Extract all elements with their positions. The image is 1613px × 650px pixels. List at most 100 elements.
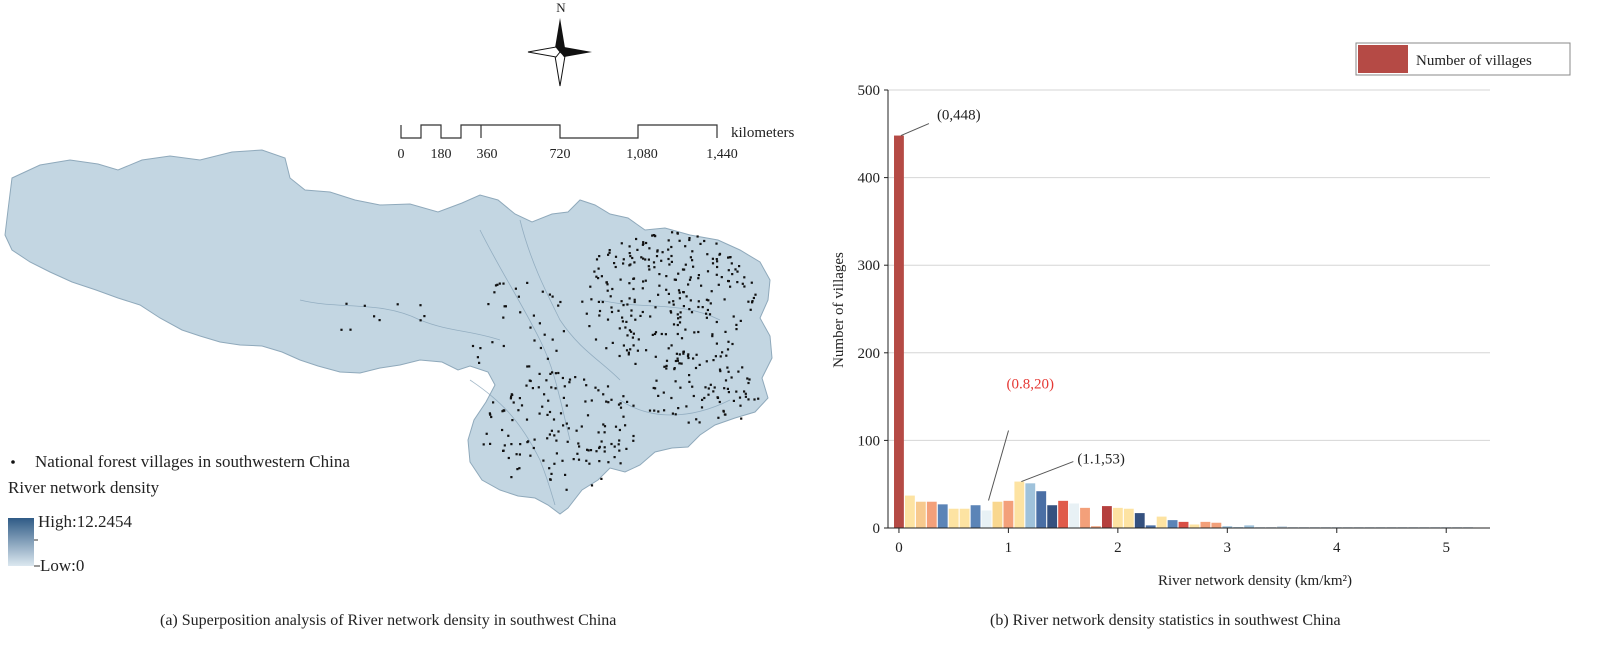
legend-villages-label: National forest villages in southwestern… [35, 452, 350, 471]
village-dot [622, 344, 625, 347]
village-dot [619, 402, 622, 405]
village-dot [577, 458, 581, 461]
village-dot [614, 255, 618, 258]
village-dot [624, 326, 627, 329]
village-dot [490, 415, 493, 419]
village-dot [613, 262, 616, 265]
village-dot [482, 443, 485, 446]
map-caption: (a) Superposition analysis of River netw… [160, 612, 617, 629]
village-dot [750, 281, 753, 284]
village-dot [488, 412, 491, 415]
village-dot [607, 461, 610, 464]
village-dot [511, 419, 514, 422]
x-axis-label: River network density (km/km²) [1158, 573, 1352, 589]
village-dot [628, 329, 631, 332]
village-dot [547, 399, 550, 402]
village-dot [689, 299, 692, 302]
village-dot [697, 330, 700, 334]
village-dot [685, 405, 688, 408]
village-dot [674, 359, 677, 363]
village-dot [677, 317, 680, 320]
village-dot [525, 384, 528, 387]
village-dot [752, 296, 755, 300]
village-dot [629, 255, 632, 258]
village-dot [510, 395, 513, 398]
village-dot [649, 315, 652, 318]
village-dot [541, 290, 544, 293]
village-dot [718, 368, 722, 371]
village-dot [603, 450, 606, 453]
village-dot [648, 300, 651, 303]
village-dot [687, 353, 690, 356]
village-dot [654, 355, 657, 358]
village-dot [747, 300, 750, 303]
bar [937, 504, 948, 528]
village-dot [526, 281, 529, 284]
village-dot [706, 253, 709, 256]
village-dot [537, 386, 540, 389]
village-dot [653, 409, 656, 412]
y-tick-label: 100 [858, 433, 881, 449]
village-dot [533, 339, 536, 342]
village-dot [584, 400, 587, 403]
village-dot [651, 333, 654, 336]
village-dot [705, 312, 708, 315]
village-dot [607, 253, 610, 256]
village-dot [597, 431, 600, 434]
village-dot [735, 390, 738, 393]
village-dot [652, 386, 655, 390]
village-dot [732, 315, 735, 318]
village-dot [677, 289, 681, 292]
village-dot [710, 290, 713, 293]
village-dot [743, 285, 746, 288]
village-dot [682, 352, 685, 355]
village-dot [528, 365, 531, 368]
village-dot [715, 242, 718, 245]
village-dot [549, 372, 552, 375]
bar [1156, 516, 1167, 528]
village-dot [614, 425, 618, 428]
scale-tick-label: 180 [431, 147, 452, 162]
scale-tick-label: 360 [477, 147, 498, 162]
village-dot [610, 310, 614, 314]
village-dot [519, 443, 522, 446]
village-dot [712, 359, 715, 362]
village-dot [590, 298, 593, 301]
y-tick-label: 500 [858, 83, 881, 99]
village-dot [551, 295, 554, 298]
village-dot [698, 363, 701, 366]
bar [1025, 483, 1036, 528]
village-dot [487, 303, 490, 306]
village-dot [688, 308, 691, 311]
village-dot [605, 347, 608, 350]
village-dot [622, 395, 625, 398]
village-dot [606, 283, 609, 286]
village-dot [678, 321, 682, 324]
village-dot [667, 347, 670, 350]
village-dot [665, 364, 668, 367]
village-dot [529, 326, 532, 329]
village-dot [738, 396, 742, 399]
village-dot [671, 412, 674, 415]
village-dot [667, 292, 670, 295]
village-dot [541, 405, 544, 408]
village-dot [510, 393, 513, 396]
village-dot [652, 261, 656, 264]
village-dot [676, 323, 679, 327]
village-dot [655, 379, 658, 382]
village-dot [625, 320, 628, 323]
bars-layer [894, 135, 1474, 528]
bar [1112, 507, 1123, 528]
village-dot [671, 231, 674, 234]
village-dot [561, 376, 564, 380]
bar [1167, 520, 1178, 528]
village-dot [707, 393, 710, 396]
village-dot [496, 283, 499, 286]
village-dot [707, 387, 710, 390]
village-dot [614, 265, 617, 269]
village-dot [751, 301, 754, 304]
village-dot [714, 355, 717, 358]
village-dot [606, 318, 610, 321]
village-dot [363, 304, 366, 307]
village-dot [670, 254, 673, 258]
